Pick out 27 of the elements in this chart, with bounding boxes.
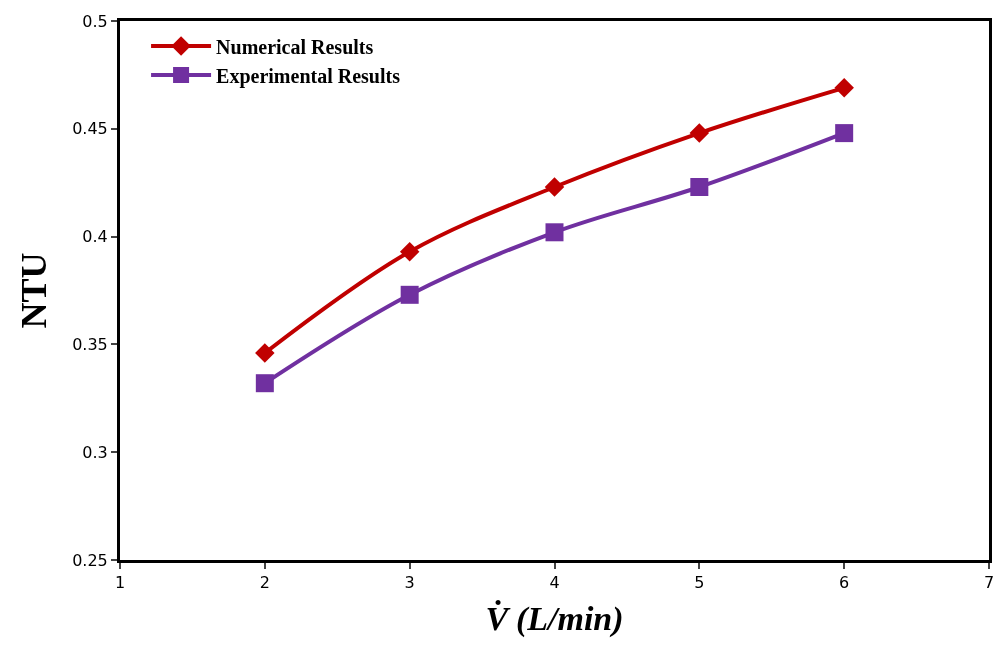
x-tick-label: 4 <box>549 573 560 593</box>
x-tick-label: 5 <box>694 573 705 593</box>
y-tick-label: 0.3 <box>82 442 108 462</box>
x-tick-label: 1 <box>114 573 126 593</box>
x-tick-label: 6 <box>839 573 850 593</box>
y-tick-label: 0.35 <box>72 335 108 354</box>
point <box>544 177 565 197</box>
point <box>400 285 419 304</box>
legend-label: Numerical Results <box>216 35 374 58</box>
y-tick-label: 0.5 <box>82 11 108 31</box>
y-axis-title: NTU <box>14 252 55 329</box>
point <box>834 78 854 98</box>
y-tick-label: 0.25 <box>72 550 108 570</box>
x-tick-label: 7 <box>983 573 995 593</box>
x-axis-title: V̇ (L/min) <box>485 599 624 638</box>
y-tick-label: 0.45 <box>72 119 108 139</box>
y-tick-label: 0.4 <box>82 227 108 247</box>
legend-label: Experimental Results <box>216 64 401 88</box>
x-tick-label: 3 <box>404 573 415 593</box>
point <box>255 343 275 363</box>
point <box>399 241 420 262</box>
x-tick-label: 2 <box>259 573 270 593</box>
point <box>545 223 564 242</box>
point <box>255 374 274 393</box>
point <box>835 124 854 143</box>
point <box>689 123 710 143</box>
point <box>690 178 709 197</box>
